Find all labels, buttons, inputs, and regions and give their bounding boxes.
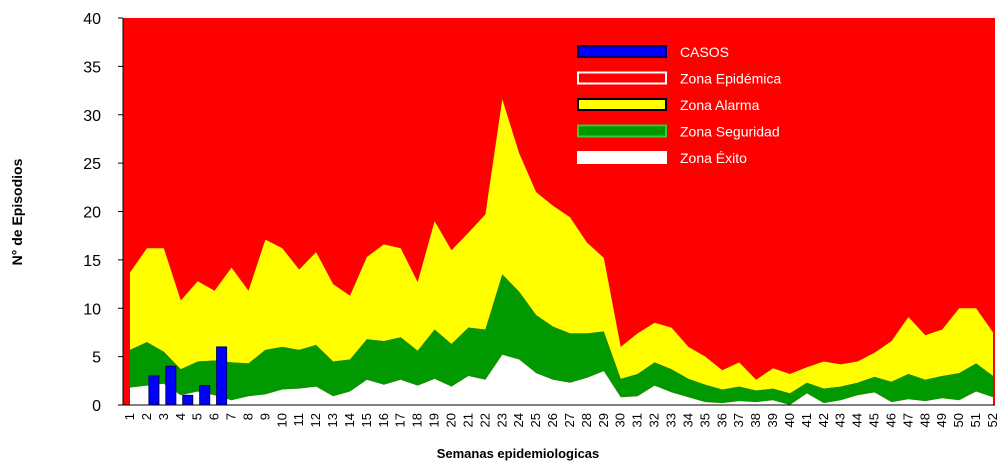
x-tick-label: 6 xyxy=(207,413,222,420)
legend-label: Zona Epidémica xyxy=(680,71,781,87)
x-tick-label: 45 xyxy=(867,413,882,427)
x-tick-label: 15 xyxy=(359,413,374,427)
x-tick-label: 19 xyxy=(427,413,442,427)
zone-area xyxy=(130,99,993,394)
x-tick-label: 30 xyxy=(613,413,628,427)
x-tick-label: 34 xyxy=(680,413,695,427)
bar xyxy=(216,346,228,406)
x-tick-label: 39 xyxy=(765,413,780,427)
x-tick-label: 32 xyxy=(647,413,662,427)
x-tick-label: 49 xyxy=(934,413,949,427)
x-tick-label: 21 xyxy=(460,413,475,427)
x-tick-label: 36 xyxy=(714,413,729,427)
x-axis-label: Semanas epidemiologicas xyxy=(437,446,600,461)
x-tick-label: 40 xyxy=(782,413,797,427)
x-tick-label: 22 xyxy=(477,413,492,427)
x-tick-label: 26 xyxy=(545,413,560,427)
y-tick-label: 25 xyxy=(83,156,101,173)
x-tick-label: 51 xyxy=(968,413,983,427)
x-tick-label: 43 xyxy=(833,413,848,427)
x-tick-label: 8 xyxy=(240,413,255,420)
legend-label: Zona Alarma xyxy=(680,97,760,113)
x-tick-label: 25 xyxy=(528,413,543,427)
x-tick-label: 12 xyxy=(308,413,323,427)
bar xyxy=(165,365,177,406)
x-tick-label: 10 xyxy=(274,413,289,427)
legend-marker xyxy=(577,124,667,138)
x-tick-label: 41 xyxy=(799,413,814,427)
x-tick-label: 23 xyxy=(494,413,509,427)
legend-label: Zona Seguridad xyxy=(680,124,780,140)
y-tick-label: 40 xyxy=(83,11,101,28)
x-tick-label: 31 xyxy=(630,413,645,427)
x-tick-label: 44 xyxy=(850,413,865,427)
x-tick-label: 42 xyxy=(816,413,831,427)
y-tick-label: 35 xyxy=(83,59,101,76)
x-tick-label: 14 xyxy=(342,413,357,427)
y-tick-label: 0 xyxy=(92,398,101,415)
x-tick-label: 50 xyxy=(951,413,966,427)
y-tick-label: 20 xyxy=(83,205,101,222)
legend-marker xyxy=(577,45,667,58)
x-tick-label: 24 xyxy=(511,413,526,427)
y-axis-label: N° de Episodios xyxy=(9,158,25,265)
x-tick-label: 37 xyxy=(731,413,746,427)
bar xyxy=(199,385,211,406)
legend-marker xyxy=(577,98,667,111)
x-tick-label: 38 xyxy=(748,413,763,427)
legend-marker xyxy=(577,151,667,164)
x-tick-label: 52 xyxy=(985,413,1000,427)
x-tick-label: 46 xyxy=(883,413,898,427)
x-tick-label: 2 xyxy=(139,413,154,420)
x-tick-label: 20 xyxy=(444,413,459,427)
bar xyxy=(182,394,194,406)
y-tick-label: 5 xyxy=(92,350,101,367)
x-tick-label: 18 xyxy=(410,413,425,427)
x-tick-label: 47 xyxy=(900,413,915,427)
legend-marker xyxy=(577,71,667,85)
x-tick-label: 7 xyxy=(224,413,239,420)
x-tick-label: 17 xyxy=(393,413,408,427)
bar xyxy=(148,375,160,406)
x-tick-label: 9 xyxy=(257,413,272,420)
x-tick-label: 27 xyxy=(562,413,577,427)
y-tick-label: 30 xyxy=(83,108,101,125)
x-tick-label: 48 xyxy=(917,413,932,427)
y-tick-label: 15 xyxy=(83,253,101,270)
x-tick-label: 5 xyxy=(190,413,205,420)
x-tick-label: 16 xyxy=(376,413,391,427)
x-tick-label: 28 xyxy=(579,413,594,427)
zone-area xyxy=(130,274,993,405)
legend-label: Zona Éxito xyxy=(680,150,747,166)
x-tick-label: 29 xyxy=(596,413,611,427)
x-tick-label: 3 xyxy=(156,413,171,420)
x-tick-label: 11 xyxy=(291,413,306,427)
x-tick-label: 4 xyxy=(173,413,188,420)
legend-label: CASOS xyxy=(680,44,729,60)
x-tick-label: 33 xyxy=(663,413,678,427)
x-tick-label: 13 xyxy=(325,413,340,427)
x-tick-label: 35 xyxy=(697,413,712,427)
y-tick-label: 10 xyxy=(83,301,101,318)
x-tick-label: 1 xyxy=(122,413,137,420)
